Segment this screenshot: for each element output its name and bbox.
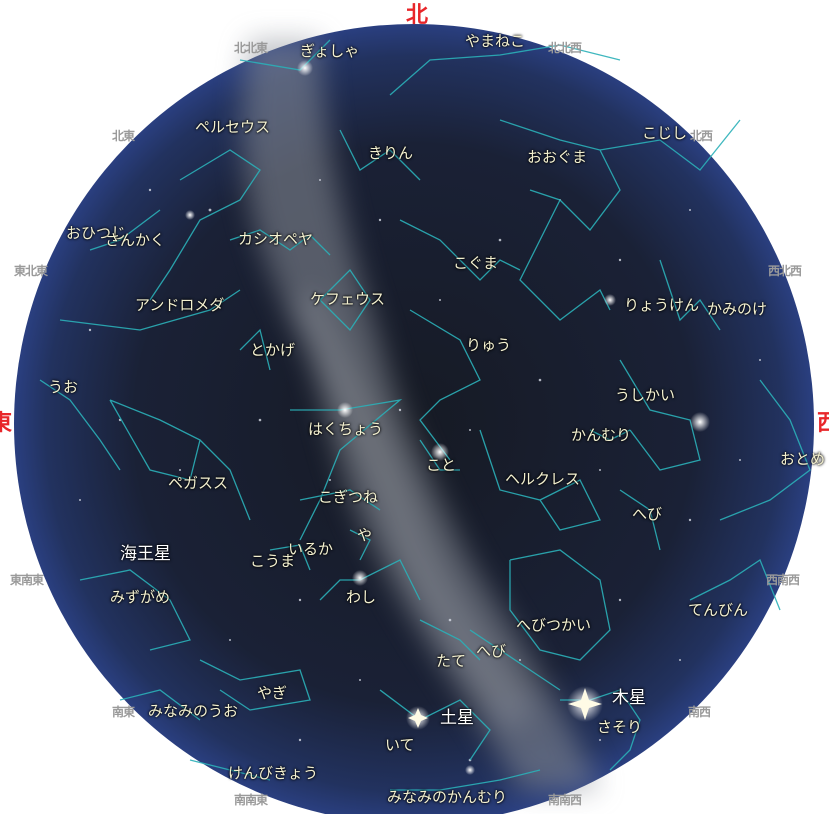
label-neptune: 海王星 — [120, 544, 171, 564]
label-pegasus: ペガスス — [168, 474, 229, 492]
label-ryu: りゅう — [466, 336, 512, 354]
direction-sw: 南西 — [688, 705, 711, 719]
label-perseus: ペルセウス — [195, 118, 271, 136]
direction-nw: 北西 — [690, 129, 713, 143]
direction-ne: 北東 — [112, 129, 135, 143]
label-kaminoke: かみのけ — [707, 300, 768, 318]
label-minamino-uo: みなみのうお — [148, 702, 239, 720]
label-tenbin: てんびん — [688, 601, 749, 619]
label-koto: こと — [426, 456, 457, 474]
direction-ene: 東北東 — [14, 264, 48, 278]
direction-nne: 北北西 — [548, 41, 582, 55]
label-otome: おとめ — [780, 450, 826, 468]
direction-east: 東 — [0, 410, 13, 436]
planet-jupiter-marker — [567, 686, 603, 722]
label-hercules: ヘルクレス — [505, 470, 581, 488]
milky-way — [242, 40, 600, 790]
label-gyosha: ぎょしゃ — [300, 42, 360, 60]
label-hebi-head: へび — [632, 505, 663, 523]
label-kenbikyo: けんびきょう — [228, 764, 319, 782]
label-ryoken: りょうけん — [624, 296, 700, 314]
label-sasori: さそり — [597, 718, 643, 736]
label-washi: わし — [346, 588, 377, 606]
direction-wnw: 西北西 — [768, 264, 802, 278]
direction-nnw: 北北東 — [234, 41, 268, 55]
label-kogitsune: こぎつね — [318, 488, 379, 506]
direction-sse: 南南東 — [234, 793, 268, 807]
label-kouma: こうま — [250, 552, 296, 570]
label-hakucho: はくちょう — [308, 420, 384, 438]
label-ushikai: うしかい — [615, 386, 676, 404]
planet-saturn-marker — [406, 706, 430, 730]
label-ya: や — [357, 526, 373, 544]
label-cassiopeia: カシオペヤ — [238, 230, 314, 248]
direction-se: 南東 — [112, 705, 135, 719]
label-tokage: とかげ — [250, 341, 296, 359]
direction-ese: 東南東 — [10, 573, 44, 587]
label-uo: うお — [48, 378, 79, 396]
label-tate: たて — [436, 652, 467, 670]
direction-north: 北 — [406, 2, 429, 28]
label-kirin: きりん — [368, 144, 414, 162]
label-andromeda: アンドロメダ — [135, 296, 225, 314]
label-jupiter: 木星 — [612, 688, 646, 708]
label-kojishi: こじし — [642, 124, 688, 142]
label-ite: いて — [385, 736, 415, 754]
label-kanmuri: かんむり — [571, 426, 632, 444]
constellation-lines — [39, 39, 811, 791]
direction-west: 西 — [817, 410, 829, 436]
direction-wsw: 西南西 — [766, 573, 800, 587]
label-hebi-tail: へび — [476, 642, 507, 660]
label-minami-kanmuri: みなみのかんむり — [387, 788, 508, 806]
bright-stars — [185, 60, 710, 775]
label-ohitsuji: おひつじ — [66, 224, 127, 242]
label-iruka: いるか — [288, 540, 334, 558]
label-saturn: 土星 — [440, 708, 474, 728]
label-yagi: やぎ — [257, 684, 288, 702]
direction-ssw: 南南西 — [548, 793, 582, 807]
label-hebitsukai: へびつかい — [516, 616, 592, 634]
label-cepheus: ケフェウス — [310, 290, 386, 308]
label-koguma: こぐま — [453, 254, 499, 272]
label-yamaneko: やまねこ — [465, 32, 526, 50]
label-mizugame: みずがめ — [110, 588, 171, 606]
sky-disk — [14, 24, 814, 814]
label-sankaku: さんかく — [105, 231, 166, 249]
label-ooguma: おおぐま — [527, 148, 588, 166]
